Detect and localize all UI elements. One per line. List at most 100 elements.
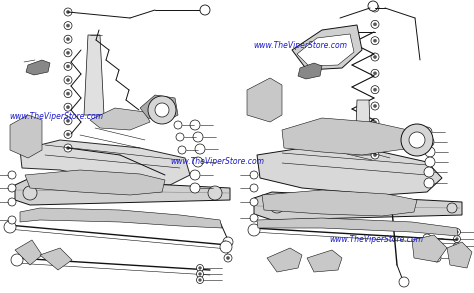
Polygon shape (20, 140, 190, 185)
Circle shape (424, 167, 434, 177)
Circle shape (456, 245, 458, 247)
Circle shape (454, 229, 461, 236)
Circle shape (66, 51, 70, 54)
Polygon shape (254, 192, 462, 220)
Circle shape (64, 49, 72, 57)
Circle shape (374, 6, 376, 9)
Circle shape (64, 35, 72, 43)
Circle shape (433, 254, 441, 262)
Polygon shape (247, 78, 282, 122)
Polygon shape (257, 218, 458, 236)
Circle shape (374, 39, 376, 42)
Circle shape (250, 198, 258, 206)
Circle shape (193, 132, 203, 142)
Circle shape (374, 105, 376, 108)
Circle shape (66, 146, 70, 149)
Text: www.TheViperStore.com: www.TheViperStore.com (254, 41, 347, 50)
Circle shape (250, 214, 258, 222)
Circle shape (456, 238, 458, 240)
Circle shape (371, 53, 379, 61)
Polygon shape (307, 250, 342, 272)
Circle shape (208, 186, 222, 200)
Circle shape (66, 65, 70, 68)
Circle shape (371, 118, 379, 126)
Circle shape (195, 144, 205, 154)
Circle shape (374, 88, 376, 91)
Circle shape (374, 72, 376, 75)
Circle shape (66, 133, 70, 136)
Circle shape (428, 244, 436, 252)
Circle shape (64, 22, 72, 30)
Circle shape (190, 170, 200, 180)
Circle shape (64, 90, 72, 98)
Circle shape (371, 20, 379, 28)
Circle shape (64, 130, 72, 138)
Polygon shape (140, 95, 178, 122)
Circle shape (64, 76, 72, 84)
Circle shape (425, 147, 435, 157)
Circle shape (371, 69, 379, 77)
Polygon shape (262, 190, 417, 216)
Circle shape (224, 254, 232, 262)
Polygon shape (292, 25, 362, 70)
Circle shape (66, 119, 70, 122)
Circle shape (66, 24, 70, 27)
Circle shape (371, 4, 379, 12)
Circle shape (176, 133, 184, 141)
Polygon shape (412, 235, 447, 262)
Polygon shape (20, 208, 222, 228)
Circle shape (64, 62, 72, 70)
Circle shape (64, 117, 72, 125)
Polygon shape (297, 34, 354, 66)
Circle shape (374, 154, 376, 156)
Circle shape (4, 221, 16, 233)
Circle shape (11, 254, 23, 266)
Polygon shape (355, 100, 371, 155)
Polygon shape (10, 115, 42, 158)
Polygon shape (15, 178, 230, 205)
Circle shape (371, 102, 379, 110)
Circle shape (199, 279, 201, 281)
Circle shape (193, 157, 203, 167)
Circle shape (155, 103, 169, 117)
Text: www.TheViperStore.com: www.TheViperStore.com (329, 235, 423, 244)
Polygon shape (84, 35, 104, 115)
Circle shape (409, 132, 425, 148)
Circle shape (248, 224, 260, 236)
Circle shape (454, 243, 461, 250)
Circle shape (64, 8, 72, 16)
Circle shape (66, 79, 70, 81)
Circle shape (197, 277, 203, 284)
Text: www.TheViperStore.com: www.TheViperStore.com (171, 157, 264, 166)
Circle shape (197, 270, 203, 277)
Polygon shape (25, 170, 165, 195)
Circle shape (250, 184, 258, 192)
Circle shape (422, 127, 432, 137)
Circle shape (424, 178, 434, 188)
Polygon shape (90, 108, 150, 130)
Circle shape (371, 37, 379, 45)
Circle shape (64, 103, 72, 111)
Circle shape (66, 38, 70, 41)
Circle shape (148, 96, 176, 124)
Polygon shape (298, 63, 322, 79)
Polygon shape (257, 148, 442, 195)
Circle shape (66, 11, 70, 13)
Circle shape (199, 267, 201, 269)
Circle shape (64, 144, 72, 152)
Circle shape (66, 92, 70, 95)
Circle shape (374, 23, 376, 26)
Circle shape (8, 184, 16, 192)
Circle shape (250, 171, 258, 179)
Circle shape (374, 55, 376, 59)
Circle shape (456, 231, 458, 233)
Polygon shape (267, 248, 302, 272)
Circle shape (178, 146, 186, 154)
Polygon shape (40, 248, 72, 270)
Circle shape (190, 183, 200, 193)
Circle shape (447, 203, 457, 213)
Polygon shape (447, 242, 472, 268)
Circle shape (425, 157, 435, 167)
Circle shape (423, 234, 431, 242)
Circle shape (371, 86, 379, 94)
